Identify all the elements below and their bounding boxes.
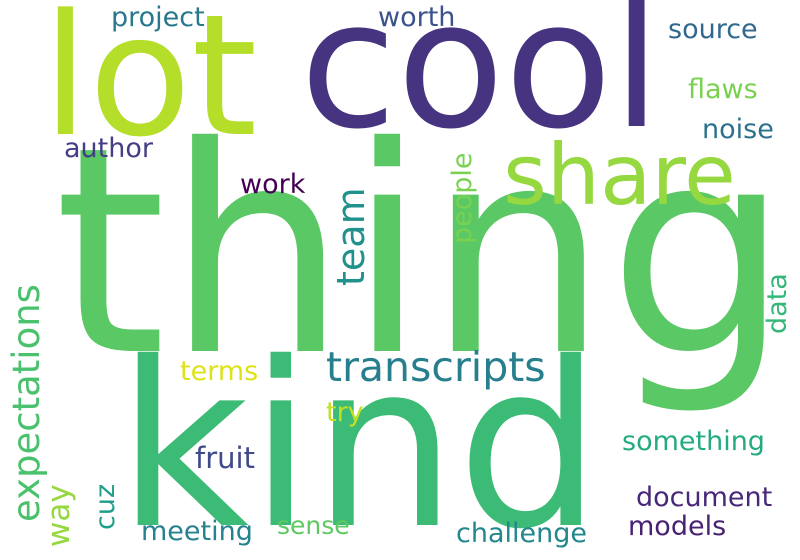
word-document: document [636, 482, 773, 513]
word-source: source [668, 14, 758, 45]
word-thing: thing [54, 87, 790, 419]
word-fruit: fruit [195, 441, 255, 475]
word-project: project [111, 2, 205, 33]
word-people: people [447, 152, 478, 244]
word-flaws: flaws [688, 74, 758, 105]
word-transcripts: transcripts [326, 343, 546, 391]
word-challenge: challenge [456, 518, 587, 549]
word-something: something [622, 426, 765, 457]
word-terms: terms [180, 356, 259, 387]
word-worth: worth [378, 2, 456, 33]
word-lot: lot [42, 0, 258, 174]
word-sense: sense [277, 511, 350, 540]
word-cool: cool [300, 0, 662, 168]
word-kind: kind [117, 313, 602, 560]
word-try: try [326, 397, 364, 428]
word-author: author [64, 133, 153, 164]
word-data: data [762, 273, 793, 334]
word-cuz: cuz [90, 483, 121, 530]
word-expectations: expectations [5, 284, 48, 522]
word-share: share [503, 126, 736, 224]
word-models: models [628, 511, 727, 542]
word-noise: noise [702, 114, 774, 145]
word-team: team [329, 187, 373, 286]
word-way: way [41, 484, 77, 547]
word-meeting: meeting [141, 516, 253, 547]
word-work: work [240, 169, 306, 200]
